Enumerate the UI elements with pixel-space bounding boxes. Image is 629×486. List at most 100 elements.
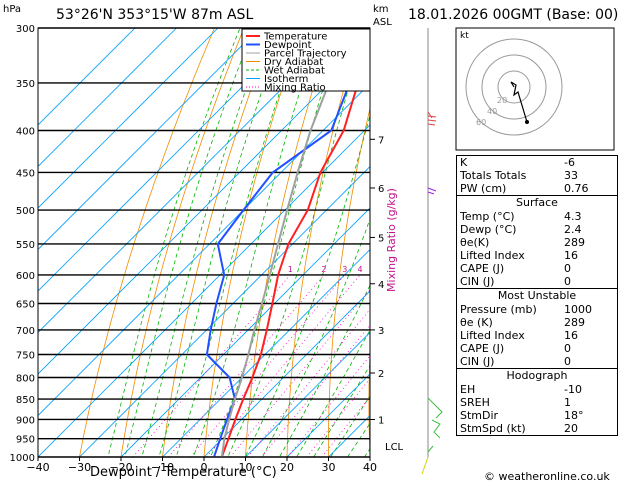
mixing-ratio-line: [321, 396, 370, 457]
pw-label: PW (cm): [460, 182, 507, 195]
x-tick-label: 10: [239, 461, 253, 474]
stmspd-label: StmSpd (kt): [460, 422, 526, 435]
legend-box: [241, 28, 371, 92]
unstable-title: Most Unstable: [497, 289, 577, 302]
pressure-tick-label: 1000: [10, 453, 35, 464]
surface-li-row: Lifted Index 16: [457, 249, 617, 262]
series-temperature: [220, 50, 370, 457]
tt-value: 33: [564, 169, 578, 182]
wet-adiabat-line: [347, 422, 370, 457]
hodograph-ring-40: [481, 54, 547, 120]
unstable-li-row: Lifted Index 16: [457, 329, 617, 342]
dry-adiabat-line: [620, 0, 629, 474]
isotherm-line: [161, 248, 370, 457]
x-tick-label: 40: [363, 461, 377, 474]
eh-label: EH: [460, 383, 476, 396]
isotherm-line: [244, 331, 370, 457]
hodograph-title: Hodograph: [506, 369, 568, 382]
surface-theta-label: θe(K): [460, 236, 490, 249]
x-axis-label: Dewpoint / Temperature (°C): [90, 465, 277, 480]
surface-theta-row: θe(K) 289: [457, 236, 617, 249]
wet-adiabat-line: [192, 28, 322, 457]
mixing-ratio-line: [206, 274, 361, 457]
pressure-tick-label: 550: [16, 240, 35, 251]
mixing-ratio-label: 2: [321, 265, 326, 274]
surface-temp-value: 4.3: [564, 210, 582, 223]
mixing-ratio-label: 4: [357, 265, 362, 274]
pressure-tick-label: 900: [16, 415, 35, 426]
wet-adiabat-line: [330, 395, 370, 457]
legend-entry: Dry Adiabat: [264, 57, 323, 68]
pressure-tick-label: 650: [16, 300, 35, 311]
unstable-p-label: Pressure (mb): [460, 303, 537, 316]
stmspd-row: StmSpd (kt) 20: [457, 422, 617, 435]
k-label: K: [460, 156, 468, 169]
stmdir-row: StmDir 18°: [457, 409, 617, 422]
pw-value: 0.76: [564, 182, 589, 195]
wind-barbs: [421, 111, 443, 475]
surface-temp-row: Temp (°C) 4.3: [457, 210, 617, 223]
x-tick-label: 20: [280, 461, 294, 474]
pressure-tick-label: 800: [16, 373, 35, 384]
unstable-theta-value: 289: [564, 316, 585, 329]
isotherm-line: [120, 207, 370, 457]
isotherm-line: [203, 290, 370, 457]
pressure-tick-label: 450: [16, 168, 35, 179]
pressure-tick-label: 750: [16, 350, 35, 361]
unstable-p-row: Pressure (mb) 1000: [457, 303, 617, 316]
sreh-label: SREH: [460, 396, 490, 409]
x-tick-label: 0: [201, 461, 208, 474]
surface-section: Surface Temp (°C) 4.3 Dewp (°C) 2.4 θe(K) 2…: [457, 195, 617, 288]
hodograph-end-marker: [525, 120, 529, 124]
surface-li-label: Lifted Index: [460, 249, 525, 262]
wind-barb-surface: [421, 456, 429, 475]
mixing-ratio-lines: 1 2 3 4 6 8 10 15 20 25: [132, 265, 417, 457]
hodograph-frame: [455, 27, 615, 151]
hodograph-ring-20: [497, 70, 531, 104]
pressure-tick-label: 600: [16, 271, 35, 282]
km-tick-label: 1: [378, 415, 384, 426]
mixing-ratio-line: [287, 355, 370, 457]
surface-cin-row: CIN (J) 0: [457, 275, 617, 288]
pressure-tick-label: 400: [16, 127, 35, 138]
x-tick-label: 30: [322, 461, 336, 474]
pressure-tick-label: 500: [16, 206, 35, 217]
x-tick-label: −20: [109, 461, 132, 474]
stmspd-value: 20: [564, 422, 578, 435]
isotherm-line: [286, 373, 370, 457]
pressure-tick-label: 950: [16, 435, 35, 446]
pressure-tick-label: 300: [16, 24, 35, 35]
pressure-tick-label: 350: [16, 79, 35, 90]
km-tick-label: 5: [378, 233, 384, 244]
km-tick-label: 4: [378, 280, 384, 291]
mixing-ratio-line: [190, 274, 346, 457]
isotherm-line: [38, 28, 136, 126]
hodograph-ring-label-20: 20: [497, 96, 507, 105]
surface-dewp-row: Dewp (°C) 2.4: [457, 223, 617, 236]
tt-label: Totals Totals: [460, 169, 527, 182]
series-dewpoint: [205, 28, 365, 457]
mixing-ratio-label: 10: [407, 265, 417, 274]
surface-li-value: 16: [564, 249, 578, 262]
wind-barb-400: [427, 111, 437, 126]
legend-entry: Temperature: [263, 32, 327, 43]
wet-adiabat-line: [210, 28, 343, 457]
stmdir-value: 18°: [564, 409, 584, 422]
unstable-li-value: 16: [564, 329, 578, 342]
km-label: km: [373, 4, 389, 15]
legend-entry: Dewpoint: [264, 40, 312, 51]
wet-adiabat-line: [296, 329, 370, 457]
mixing-ratio-label: 1: [288, 265, 293, 274]
dry-adiabat-line: [79, 28, 215, 457]
surface-cape-label: CAPE (J): [460, 262, 505, 275]
isotherm-line: [38, 124, 370, 457]
unstable-cin-label: CIN (J): [460, 355, 495, 368]
isotherm-line: [78, 165, 370, 457]
surface-temp-label: Temp (°C): [460, 210, 515, 223]
unstable-cin-row: CIN (J) 0: [457, 355, 617, 368]
hodograph-kt-label: kt: [460, 31, 469, 41]
legend-entry: Isotherm: [264, 74, 308, 85]
unstable-section: Most Unstable Pressure (mb) 1000 θe (K) 28…: [457, 288, 617, 368]
